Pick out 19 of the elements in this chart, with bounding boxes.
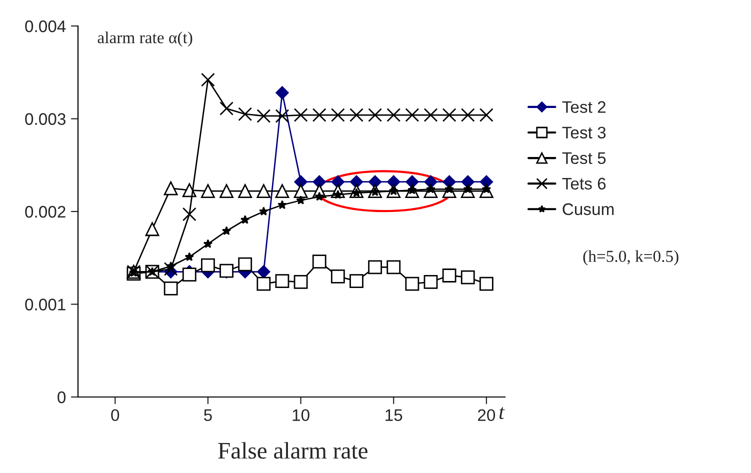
x-axis-title: t — [500, 407, 505, 420]
legend-label: Test 2 — [562, 101, 606, 113]
legend-label: Test 3 — [562, 126, 606, 138]
text: (h=5.0, k=0.5) — [583, 250, 678, 266]
x-tick-label: 15 — [386, 409, 402, 422]
y-axis-title: alarm rate α(t) — [98, 32, 192, 47]
y-tick-label: 0.003 — [25, 113, 66, 125]
y-tick-label: 0 — [58, 391, 66, 404]
y-tick-label: 0.004 — [25, 20, 66, 32]
x-tick-label: 20 — [478, 409, 496, 422]
x-tick-label: 0 — [111, 409, 120, 422]
legend-label: Cusum — [562, 203, 614, 216]
y-tick-label: 0.001 — [25, 298, 66, 310]
x-tick-label: 5 — [204, 409, 212, 422]
y-tick-label: 0.002 — [25, 206, 66, 218]
legend-label: Test 5 — [562, 152, 606, 164]
legend-label: Tets 6 — [562, 178, 606, 190]
text: False alarm rate — [218, 442, 368, 459]
x-tick-label: 10 — [292, 409, 310, 422]
